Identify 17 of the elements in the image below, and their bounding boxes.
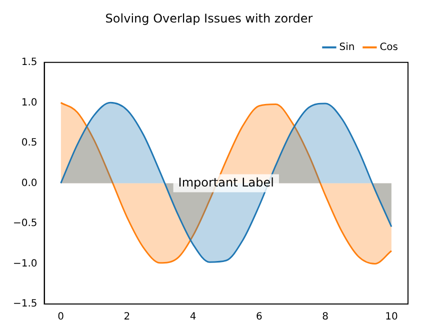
y-tick-label: −0.5 — [12, 218, 38, 230]
y-tick-label: −1.0 — [12, 258, 38, 270]
y-tick-label: 1.5 — [21, 56, 38, 68]
y-tick-label: 0.5 — [21, 138, 38, 149]
x-tick-label: 4 — [190, 312, 196, 323]
y-tick-label: 0.0 — [21, 178, 38, 189]
x-tick-label: 0 — [58, 312, 64, 323]
annotation: Important Label — [178, 175, 274, 190]
y-tick-label: 1.0 — [21, 97, 38, 108]
x-tick-label: 2 — [124, 312, 130, 323]
legend-label: Cos — [380, 42, 398, 53]
legend-label: Sin — [339, 42, 355, 53]
x-tick-label: 8 — [322, 312, 329, 323]
y-tick-label: −1.5 — [12, 298, 38, 310]
chart-title: Solving Overlap Issues with zorder — [105, 11, 313, 26]
x-tick-label: 10 — [385, 312, 398, 323]
x-tick-label: 6 — [256, 312, 262, 323]
